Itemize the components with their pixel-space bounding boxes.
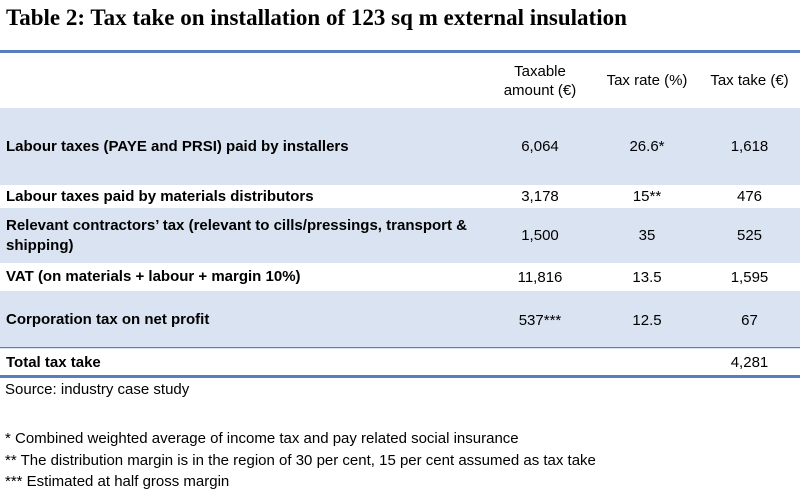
- total-taxable-amount: [485, 349, 595, 376]
- row-label: Relevant contractors’ tax (relevant to c…: [0, 208, 485, 263]
- row-label: Labour taxes (PAYE and PRSI) paid by ins…: [0, 108, 485, 185]
- footnotes: * Combined weighted average of income ta…: [5, 428, 596, 493]
- total-label: Total tax take: [6, 353, 101, 371]
- table-row: Relevant contractors’ tax (relevant to c…: [0, 208, 800, 263]
- footnote: * Combined weighted average of income ta…: [5, 430, 519, 447]
- row-label: VAT (on materials + labour + margin 10%): [6, 268, 301, 285]
- row-tax-rate: 26.6*: [595, 108, 699, 185]
- header-label: [0, 53, 485, 108]
- table-row: VAT (on materials + labour + margin 10%)…: [0, 263, 800, 291]
- row-taxable-amount: 11,816: [517, 268, 563, 286]
- row-tax-take: 476: [736, 188, 763, 205]
- footnote: *** Estimated at half gross margin: [5, 473, 230, 490]
- header-taxable-amount: Taxable amount (€): [503, 62, 577, 99]
- row-taxable-amount: 537***: [485, 291, 595, 349]
- row-taxable-amount: 1,500: [485, 208, 595, 263]
- tax-table: Taxable amount (€) Tax rate (%) Tax take…: [0, 53, 800, 376]
- total-tax-take: 4,281: [730, 354, 769, 371]
- row-tax-rate: 12.5: [595, 291, 699, 349]
- total-divider: [0, 347, 800, 348]
- top-rule: [0, 50, 800, 53]
- table-title: Table 2: Tax take on installation of 123…: [6, 5, 627, 30]
- row-tax-take: 1,595: [730, 268, 769, 286]
- source-note: Source: industry case study: [5, 381, 190, 398]
- row-tax-rate: 13.5: [632, 268, 662, 286]
- row-tax-rate: 15**: [632, 188, 662, 205]
- table-row: Labour taxes (PAYE and PRSI) paid by ins…: [0, 108, 800, 185]
- row-tax-rate: 35: [595, 208, 699, 263]
- total-tax-rate: [595, 349, 699, 376]
- row-label: Corporation tax on net profit: [0, 291, 485, 349]
- bottom-rule: [0, 375, 800, 378]
- table-header-row: Taxable amount (€) Tax rate (%) Tax take…: [0, 53, 800, 108]
- row-tax-take: 525: [699, 208, 800, 263]
- table-row: Labour taxes paid by materials distribut…: [0, 185, 800, 208]
- row-taxable-amount: 3,178: [521, 188, 559, 205]
- row-tax-take: 1,618: [699, 108, 800, 185]
- table-row: Corporation tax on net profit 537*** 12.…: [0, 291, 800, 349]
- header-tax-take: Tax take (€): [710, 72, 789, 89]
- footnote: ** The distribution margin is in the reg…: [5, 451, 596, 469]
- total-row: Total tax take 4,281: [0, 349, 800, 376]
- row-label: Labour taxes paid by materials distribut…: [6, 187, 314, 205]
- row-taxable-amount: 6,064: [485, 108, 595, 185]
- row-tax-take: 67: [699, 291, 800, 349]
- header-tax-rate: Tax rate (%): [606, 72, 688, 89]
